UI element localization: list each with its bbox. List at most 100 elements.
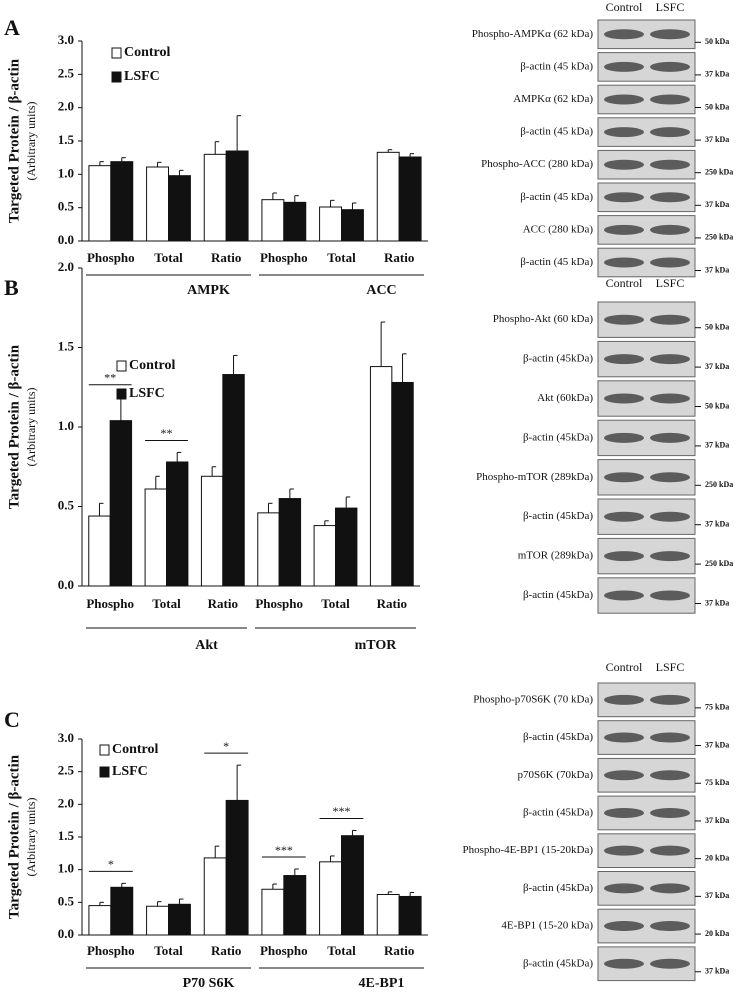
- legend-label: LSFC: [112, 764, 148, 779]
- blot-row-label: β-actin (45kDa): [523, 957, 593, 969]
- blot-row-label: Phospho-mTOR (289kDa): [476, 471, 593, 483]
- blot-band: [604, 732, 644, 743]
- blot-column-header: Control: [606, 276, 643, 290]
- bar: [376, 151, 400, 242]
- group-label: Akt: [195, 638, 218, 653]
- blot-marker: 75 kDa: [705, 703, 729, 712]
- y-axis-subtitle: (Arbitrary units): [24, 388, 38, 467]
- significance-label: *: [223, 739, 229, 753]
- y-axis-subtitle: (Arbitrary units): [24, 798, 38, 877]
- blot-band: [650, 393, 690, 404]
- legend-swatch: [99, 766, 110, 778]
- blot-marker: 37 kDa: [705, 967, 729, 976]
- significance-label: ***: [275, 843, 293, 857]
- blot-band: [650, 127, 690, 138]
- blot-row-label: β-actin (45kDa): [523, 353, 593, 365]
- blot-row-label: Phospho-ACC (280 kDa): [481, 158, 593, 170]
- bar: [283, 201, 307, 242]
- bar: [225, 150, 249, 242]
- x-tick-label: Phospho: [255, 596, 303, 611]
- blot-band: [604, 432, 644, 443]
- bar: [257, 512, 280, 587]
- blot-row-label: β-actin (45kDa): [523, 589, 593, 601]
- blot-band: [650, 590, 690, 601]
- y-tick-label: 1.5: [58, 338, 75, 353]
- blot-marker: 250 kDa: [705, 168, 733, 177]
- x-tick-label: Total: [327, 943, 356, 958]
- blot-band: [604, 921, 644, 932]
- blot-marker: 37 kDa: [705, 70, 729, 79]
- bar: [376, 893, 400, 936]
- bar: [369, 366, 393, 587]
- blot-row-label: β-actin (45kDa): [523, 882, 593, 894]
- blot-marker: 37 kDa: [705, 135, 729, 144]
- y-tick-label: 1.5: [58, 132, 75, 147]
- blot-marker: 37 kDa: [705, 816, 729, 825]
- bar: [341, 835, 364, 936]
- group-label: 4E-BP1: [359, 976, 405, 991]
- bar: [109, 420, 133, 587]
- y-axis-title: Targeted Protein / β-actin: [6, 754, 22, 919]
- blot-band: [604, 770, 644, 781]
- x-tick-label: Total: [321, 596, 350, 611]
- legend-label: Control: [112, 742, 159, 757]
- panel-letter: A: [4, 15, 20, 40]
- x-tick-label: Ratio: [384, 250, 414, 265]
- y-axis-title: Targeted Protein / β-actin: [6, 344, 22, 509]
- bar: [110, 886, 134, 936]
- group-label: P70 S6K: [183, 976, 235, 991]
- blot-band: [604, 159, 644, 170]
- legend-swatch: [116, 360, 127, 372]
- y-tick-label: 3.0: [58, 730, 74, 745]
- blot-band: [604, 257, 644, 268]
- blot-marker: 250 kDa: [705, 559, 733, 568]
- bar: [88, 165, 112, 242]
- y-tick-label: 2.5: [58, 763, 75, 778]
- blot-band: [650, 958, 690, 969]
- blot-band: [650, 432, 690, 443]
- y-tick-label: 2.0: [58, 99, 74, 114]
- legend-swatch: [111, 71, 122, 83]
- blot-row-label: β-actin (45 kDa): [520, 256, 593, 268]
- bar: [319, 206, 343, 242]
- blot-row-label: β-actin (45 kDa): [520, 191, 593, 203]
- legend-swatch: [111, 47, 122, 59]
- blot-row-label: Phospho-AMPKα (62 kDa): [472, 28, 594, 40]
- blot-band: [604, 845, 644, 856]
- legend-label: LSFC: [129, 386, 165, 401]
- blot-marker: 50 kDa: [705, 102, 729, 111]
- blot-row-label: AMPKα (62 kDa): [513, 93, 593, 105]
- group-label: AMPK: [187, 283, 230, 298]
- blot-band: [604, 694, 644, 705]
- group-label: mTOR: [355, 638, 398, 653]
- x-tick-label: Phospho: [260, 250, 308, 265]
- x-tick-label: Total: [152, 596, 181, 611]
- blot-marker: 20 kDa: [705, 929, 729, 938]
- blot-row-label: β-actin (45 kDa): [520, 126, 593, 138]
- x-tick-label: Ratio: [211, 250, 241, 265]
- x-tick-label: Phospho: [87, 943, 135, 958]
- blot-band: [604, 511, 644, 522]
- blot-column-header: LSFC: [656, 276, 685, 290]
- y-tick-label: 1.0: [58, 418, 74, 433]
- y-tick-label: 3.0: [58, 32, 74, 47]
- bar: [88, 515, 111, 587]
- blot-column-header: Control: [606, 660, 643, 674]
- group-label: ACC: [366, 283, 396, 298]
- x-tick-label: Total: [154, 250, 183, 265]
- blot-band: [604, 94, 644, 105]
- bar: [398, 895, 422, 936]
- blot-column-header: LSFC: [656, 0, 685, 14]
- blot-band: [650, 257, 690, 268]
- blot-band: [604, 807, 644, 818]
- x-tick-label: Phospho: [260, 943, 308, 958]
- blot-marker: 50 kDa: [705, 401, 729, 410]
- blot-band: [604, 127, 644, 138]
- blot-row-label: p70S6K (70kDa): [518, 769, 594, 781]
- y-tick-label: 2.0: [58, 795, 74, 810]
- blot-row-label: β-actin (45kDa): [523, 806, 593, 818]
- y-axis-subtitle: (Arbitrary units): [24, 102, 38, 181]
- blot-row-label: mTOR (289kDa): [518, 550, 594, 562]
- y-tick-label: 1.0: [58, 165, 74, 180]
- blot-marker: 50 kDa: [705, 323, 729, 332]
